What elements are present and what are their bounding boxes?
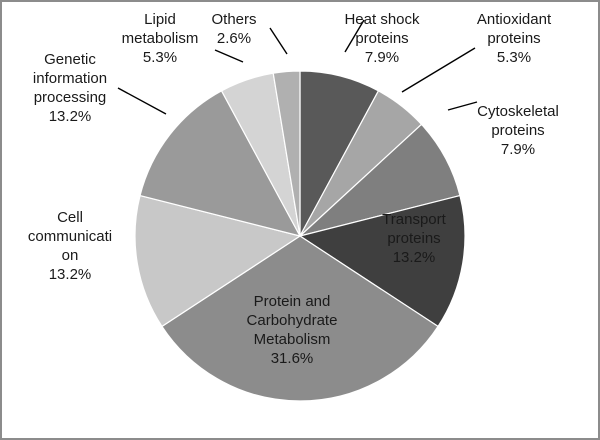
slice-label: Genetic information processing 13.2%	[33, 51, 107, 125]
slice-label: Cell communicati on 13.2%	[28, 209, 112, 283]
slice-label-line: 7.9%	[365, 49, 399, 66]
slice-label-line: proteins	[491, 122, 544, 139]
slice-label-line: on	[62, 247, 79, 264]
slice-label-line: Cell	[57, 209, 83, 226]
slice-label-line: 13.2%	[393, 249, 436, 266]
slice-label-line: Protein and	[254, 293, 331, 310]
slice-label: Protein and Carbohydrate Metabolism 31.6%	[247, 293, 338, 367]
slice-label-line: 5.3%	[497, 49, 531, 66]
slice-label-line: Heat shock	[344, 11, 420, 28]
slice-label-line: Transport	[382, 211, 446, 228]
slice-label-line: 31.6%	[271, 350, 314, 367]
slice-label: Lipid metabolism 5.3%	[122, 11, 199, 66]
leader-line	[214, 49, 244, 63]
slice-label-line: communicati	[28, 228, 112, 245]
slice-label-line: proteins	[387, 230, 440, 247]
leader-line	[344, 19, 365, 53]
pie-slice-genetic-information-processing	[139, 90, 302, 237]
slice-label-line: Metabolism	[254, 331, 331, 348]
slice-label: Antioxidant proteins 5.3%	[477, 11, 552, 66]
slice-label-line: proteins	[487, 30, 540, 47]
slice-label-line: Lipid	[144, 11, 176, 28]
slice-label-line: processing	[34, 89, 107, 106]
slice-label-line: Antioxidant	[477, 11, 552, 28]
slice-label-line: Cytoskeletal	[477, 103, 559, 120]
leader-lines	[117, 19, 478, 115]
slice-label: Heat shock proteins 7.9%	[344, 11, 420, 66]
slice-label-line: metabolism	[122, 30, 199, 47]
leader-line	[401, 47, 476, 93]
slice-label-line: 7.9%	[501, 141, 535, 158]
slice-label-line: 13.2%	[49, 266, 92, 283]
pie-slice-cell-communication	[134, 194, 302, 328]
leader-line	[269, 27, 288, 55]
leader-line	[117, 87, 167, 115]
slice-label-line: Genetic	[44, 51, 96, 68]
pie-slice-protein-and-carbohydrate-metabolism	[161, 235, 439, 402]
slice-label-line: information	[33, 70, 107, 87]
slice-label-line: proteins	[355, 30, 408, 47]
slice-label-line: 5.3%	[143, 49, 177, 66]
slice-label-line: Others	[211, 11, 256, 28]
pie-slice-others	[272, 70, 301, 237]
pie-slice-transport-proteins	[298, 194, 466, 328]
slice-label-line: 13.2%	[49, 108, 92, 125]
slice-labels: Heat shock proteins 7.9% Antioxidant protein…	[28, 11, 559, 367]
pie-slices	[134, 70, 466, 402]
slice-label: Others 2.6%	[211, 11, 256, 47]
slice-label-line: Carbohydrate	[247, 312, 338, 329]
slice-label: Cytoskeletal proteins 7.9%	[477, 103, 559, 158]
slice-label-line: 2.6%	[217, 30, 251, 47]
slice-label: Transport proteins 13.2%	[382, 211, 446, 266]
leader-line	[447, 101, 478, 111]
